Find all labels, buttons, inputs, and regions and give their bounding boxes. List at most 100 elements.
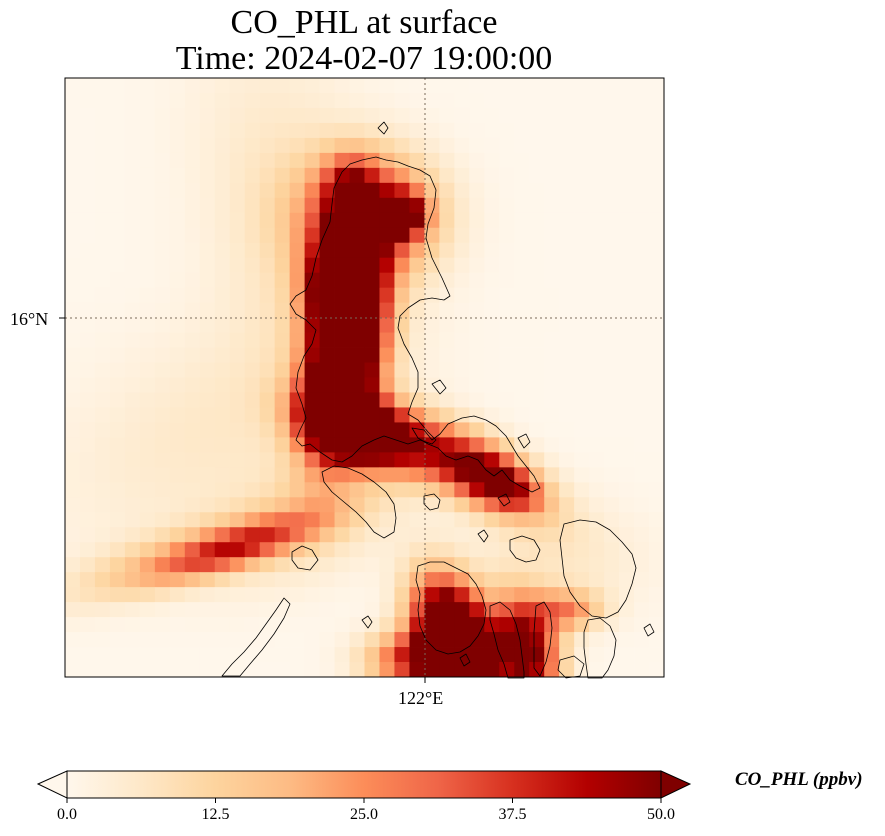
heatmap-cell xyxy=(65,452,81,468)
heatmap-cell xyxy=(199,362,216,378)
heatmap-cell xyxy=(124,167,141,184)
coastline-panay xyxy=(415,561,487,655)
heatmap-cell xyxy=(469,92,485,109)
heatmap-cell xyxy=(409,437,425,453)
heatmap-cell xyxy=(79,497,96,513)
heatmap-cell xyxy=(439,557,455,573)
heatmap-cell xyxy=(244,617,261,633)
heatmap-cell xyxy=(529,362,545,378)
heatmap-cell xyxy=(139,647,156,663)
heatmap-cell xyxy=(229,407,246,423)
heatmap-cell xyxy=(544,227,560,244)
heatmap-cell xyxy=(274,647,291,663)
heatmap-cell xyxy=(124,557,141,573)
heatmap-cell xyxy=(424,542,440,558)
heatmap-cell xyxy=(199,647,216,663)
heatmap-cell xyxy=(574,152,590,169)
heatmap-cell xyxy=(334,617,350,633)
heatmap-cell xyxy=(154,302,171,319)
heatmap-cell xyxy=(184,542,201,558)
heatmap-cell xyxy=(649,572,665,588)
heatmap-cell xyxy=(619,122,635,139)
heatmap-cell xyxy=(259,542,276,558)
heatmap-cell xyxy=(259,407,276,423)
heatmap-cell xyxy=(604,647,620,663)
heatmap-cell xyxy=(229,632,246,648)
heatmap-cell xyxy=(184,482,201,498)
heatmap-cell xyxy=(484,512,500,528)
heatmap-cell xyxy=(574,107,590,124)
heatmap-cell xyxy=(634,482,650,498)
heatmap-cell xyxy=(79,437,96,453)
heatmap-cell xyxy=(604,512,620,528)
heatmap-cell xyxy=(409,407,425,423)
heatmap-cell xyxy=(364,497,380,513)
heatmap-cell xyxy=(109,662,126,678)
heatmap-cell xyxy=(364,362,380,378)
heatmap-cell xyxy=(199,422,216,438)
heatmap-cell xyxy=(65,107,81,124)
heatmap-cell xyxy=(484,107,500,124)
heatmap-cell xyxy=(319,122,335,139)
heatmap-cell xyxy=(65,572,81,588)
heatmap-cell xyxy=(484,167,500,184)
heatmap-cell xyxy=(169,92,186,109)
heatmap-cell xyxy=(334,467,350,483)
heatmap-cell xyxy=(124,377,141,393)
heatmap-cell xyxy=(124,587,141,603)
heatmap-cell xyxy=(559,587,575,603)
heatmap-cell xyxy=(94,602,111,618)
heatmap-cell xyxy=(379,272,395,289)
heatmap-cell xyxy=(289,212,306,229)
heatmap-cell xyxy=(94,287,111,304)
heatmap-cell xyxy=(199,287,216,304)
heatmap-cell xyxy=(499,572,515,588)
heatmap-cell xyxy=(199,542,216,558)
heatmap-cell xyxy=(469,257,485,274)
heatmap-cell xyxy=(499,362,515,378)
heatmap-cell xyxy=(349,467,365,483)
heatmap-cell xyxy=(184,452,201,468)
heatmap-cell xyxy=(184,137,201,154)
heatmap-cell xyxy=(544,407,560,423)
heatmap-cell xyxy=(499,347,515,363)
heatmap-cell xyxy=(94,632,111,648)
heatmap-cell xyxy=(469,302,485,319)
heatmap-cell xyxy=(394,422,410,438)
heatmap-cell xyxy=(65,467,81,483)
heatmap-cell xyxy=(409,152,425,169)
heatmap-cell xyxy=(634,452,650,468)
heatmap-cell xyxy=(589,617,605,633)
heatmap-cell xyxy=(604,407,620,423)
heatmap-cell xyxy=(649,197,665,214)
heatmap-cell xyxy=(169,152,186,169)
heatmap-cell xyxy=(274,347,291,363)
heatmap-cell xyxy=(514,482,530,498)
heatmap-cell xyxy=(139,587,156,603)
heatmap-cell xyxy=(169,212,186,229)
heatmap-cell xyxy=(169,497,186,513)
heatmap-cell xyxy=(619,227,635,244)
heatmap-cell xyxy=(469,287,485,304)
heatmap-cell xyxy=(79,377,96,393)
heatmap-cell xyxy=(79,587,96,603)
heatmap-cell xyxy=(634,557,650,573)
heatmap-cell xyxy=(379,332,395,348)
heatmap-cell xyxy=(454,632,470,648)
heatmap-cell xyxy=(65,362,81,378)
heatmap-cell xyxy=(424,572,440,588)
heatmap-cell xyxy=(544,78,560,94)
heatmap-cell xyxy=(349,362,365,378)
heatmap-cell xyxy=(94,482,111,498)
heatmap-cell xyxy=(394,512,410,528)
heatmap-cell xyxy=(619,362,635,378)
heatmap-cell xyxy=(349,122,365,139)
heatmap-cell xyxy=(334,482,350,498)
heatmap-cell xyxy=(319,287,335,304)
heatmap-cell xyxy=(229,377,246,393)
heatmap-cell xyxy=(529,422,545,438)
heatmap-cell xyxy=(589,227,605,244)
heatmap-cell xyxy=(124,452,141,468)
heatmap-cell xyxy=(154,167,171,184)
heatmap-cell xyxy=(184,197,201,214)
